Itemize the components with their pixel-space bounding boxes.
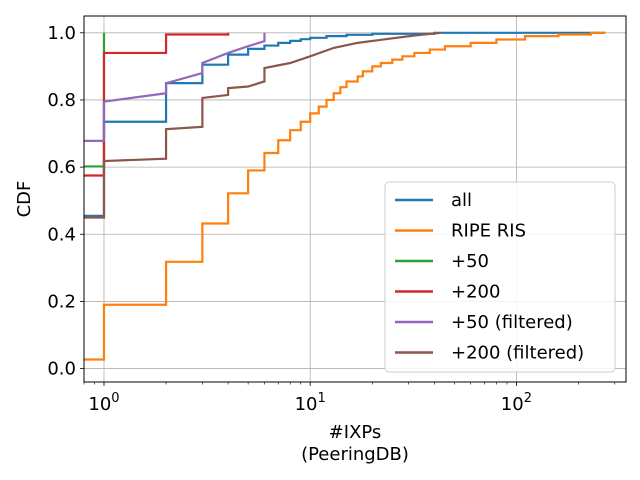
x-tick-label: 102	[501, 391, 532, 415]
series-line-4	[84, 32, 266, 143]
series-line-0	[84, 31, 606, 217]
legend-box	[384, 181, 616, 373]
x-axis-label-sub: (PeeringDB)	[301, 444, 409, 465]
y-tick-label: 0.2	[47, 291, 76, 312]
y-axis-label: CDF	[14, 181, 35, 218]
grid-lines	[84, 16, 626, 382]
legend-label-3: +200	[451, 282, 500, 303]
axis-ticks: 100 101 102 0.0 0.2 0.4 0.6 0.8 1.0	[47, 23, 616, 415]
x-tick-label: 100	[88, 391, 119, 415]
legend: all RIPE RIS +50 +200 +50 (filtered) +200 (fi…	[384, 181, 616, 373]
legend-label-1: RIPE RIS	[451, 221, 526, 242]
series-line-1	[84, 31, 606, 361]
legend-label-0: all	[451, 190, 472, 211]
series-lines	[84, 31, 606, 361]
plot-frame	[83, 15, 627, 383]
series-line-5	[84, 31, 441, 219]
series-line-3	[84, 32, 230, 177]
legend-label-4: +50 (filtered)	[451, 312, 573, 333]
y-tick-label: 0.0	[47, 359, 76, 380]
y-tick-label: 1.0	[47, 23, 76, 44]
y-tick-label: 0.4	[47, 224, 76, 245]
x-axis-label: #IXPs	[329, 422, 382, 443]
y-tick-label: 0.8	[47, 90, 76, 111]
y-tick-label: 0.6	[47, 157, 76, 178]
legend-label-2: +50	[451, 251, 489, 272]
x-tick-label: 101	[295, 391, 326, 415]
legend-label-5: +200 (filtered)	[451, 343, 584, 364]
